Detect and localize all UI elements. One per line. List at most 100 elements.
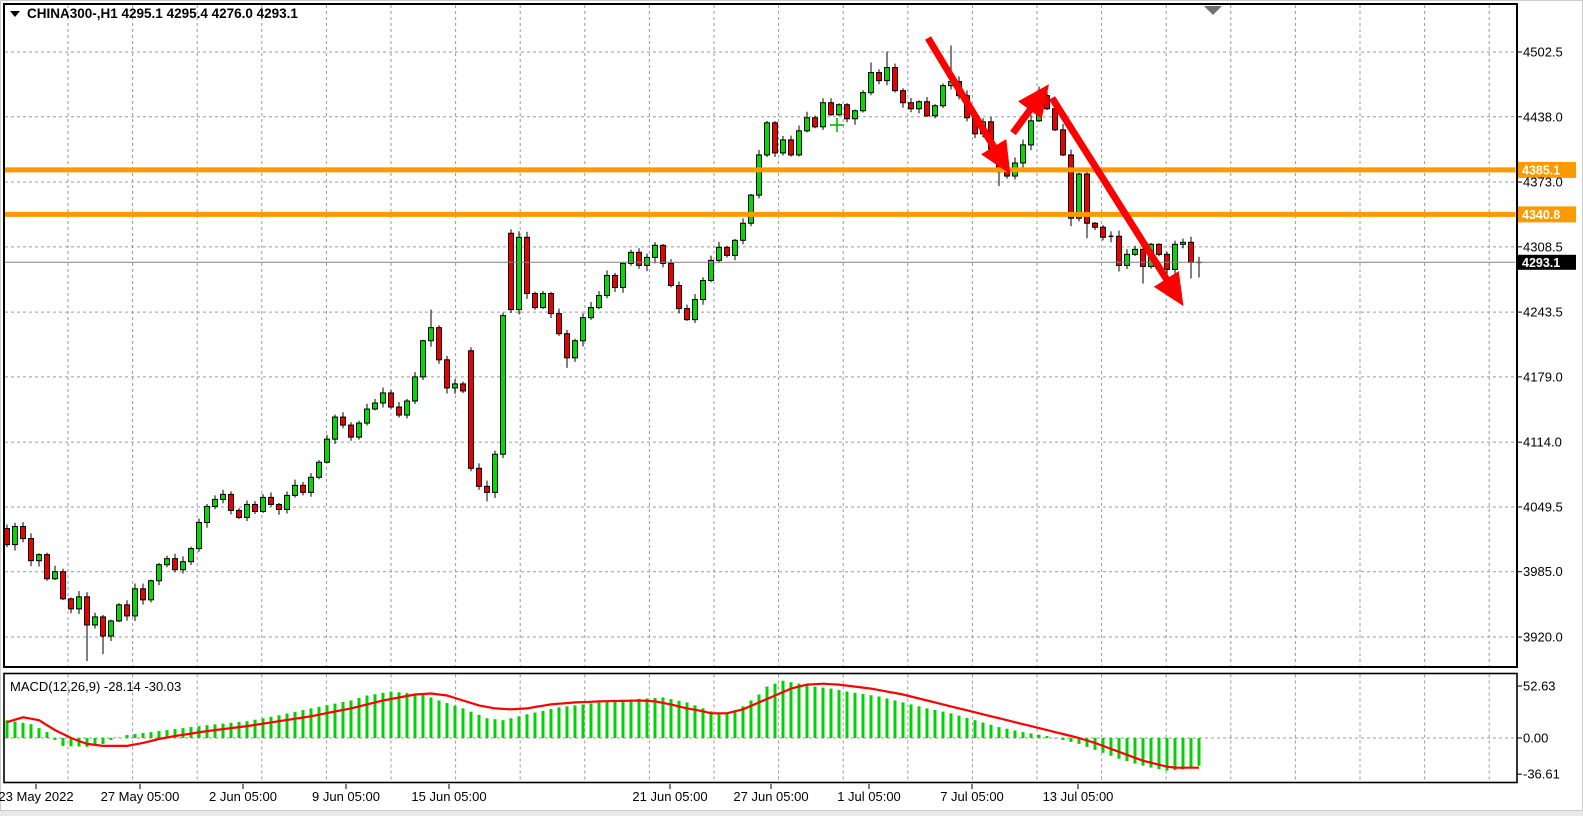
macd-histogram-bar — [373, 694, 377, 738]
macd-histogram-bar — [533, 712, 537, 738]
level-price-tag-text: 4340.8 — [1522, 208, 1560, 222]
macd-histogram-bar — [341, 702, 345, 738]
time-axis-label: 23 May 2022 — [0, 789, 74, 804]
bear-candle — [1100, 226, 1106, 238]
bull-candle — [1124, 253, 1130, 266]
bear-candle — [892, 67, 898, 92]
macd-histogram-bar — [525, 714, 529, 738]
bear-candle — [468, 350, 474, 469]
bull-candle — [180, 561, 186, 571]
macd-histogram-bar — [1013, 730, 1017, 738]
macd-histogram-bar — [565, 706, 569, 738]
bull-candle — [220, 493, 226, 500]
macd-signal-line — [6, 682, 1199, 769]
macd-histogram-bar — [437, 700, 441, 738]
bear-candle — [4, 528, 10, 546]
macd-histogram-bar — [469, 711, 473, 738]
horizontal-level-lines[interactable]: 4385.1 4340.8 — [5, 161, 1576, 223]
macd-histogram-bar — [677, 700, 681, 738]
bull-candle — [932, 105, 938, 117]
bear-candle — [1084, 173, 1090, 224]
level-price-tag — [1518, 161, 1576, 178]
bull-candle — [644, 256, 650, 266]
macd-histogram-bar — [909, 704, 913, 738]
macd-histogram-bar — [829, 688, 833, 738]
bull-candle — [404, 400, 410, 416]
macd-histogram-bar — [813, 686, 817, 738]
trend-arrow[interactable] — [1049, 96, 1184, 307]
bull-candle — [92, 616, 98, 626]
bull-candle — [860, 92, 866, 112]
bear-candle — [548, 293, 554, 315]
bull-candle — [492, 453, 498, 493]
macd-histogram-bar — [53, 738, 57, 740]
trend-arrow-annotations[interactable] — [925, 36, 1184, 307]
macd-histogram-bar — [685, 702, 689, 738]
macd-axis-label: 52.63 — [1523, 679, 1556, 694]
bull-candle — [212, 498, 218, 507]
macd-histogram-bar — [253, 719, 257, 738]
bear-candle — [236, 509, 242, 518]
bid-price-tag — [1518, 254, 1576, 270]
macd-histogram-bar — [1173, 738, 1177, 771]
bull-candle — [1132, 248, 1138, 255]
macd-histogram-bar — [557, 707, 561, 738]
bull-candle — [780, 139, 786, 154]
macd-histogram-bar — [125, 735, 129, 738]
level-price-tag-text: 4385.1 — [1522, 163, 1560, 177]
bear-candle — [444, 359, 450, 389]
bull-candle — [796, 130, 802, 156]
macd-histogram-bar — [477, 714, 481, 738]
macd-histogram-bar — [1197, 738, 1201, 766]
macd-histogram-bar — [261, 718, 265, 738]
macd-histogram-bar — [885, 698, 889, 738]
macd-histogram-bar — [893, 700, 897, 738]
bear-candle — [68, 598, 74, 610]
time-axis-label: 21 Jun 05:00 — [632, 789, 707, 804]
chart-shift-marker-icon[interactable] — [1204, 6, 1222, 15]
bull-candle — [76, 596, 82, 610]
macd-histogram-bar — [541, 710, 545, 738]
macd-histogram-bar — [605, 701, 609, 738]
macd-histogram-bar — [1005, 728, 1009, 738]
macd-histogram-bar — [277, 715, 281, 738]
time-axis-label: 13 Jul 05:00 — [1043, 789, 1114, 804]
macd-histogram-bar — [573, 705, 577, 738]
macd-histogram-bar — [429, 697, 433, 738]
symbol-dropdown-icon[interactable] — [10, 11, 20, 17]
macd-histogram-bar — [589, 703, 593, 738]
chart-title-ohlc: CHINA300-,H1 4295.1 4295.4 4276.0 4293.1 — [27, 6, 298, 21]
main-chart-panel[interactable] — [3, 3, 1518, 668]
macd-histogram-bar — [997, 727, 1001, 738]
bull-candle — [604, 274, 610, 297]
bear-candle — [84, 596, 90, 626]
macd-axis-label: 0.00 — [1523, 731, 1548, 746]
macd-histogram-bar — [933, 710, 937, 738]
macd-histogram-bar — [5, 720, 9, 738]
trend-arrow[interactable] — [1010, 84, 1049, 136]
bull-candle — [652, 244, 658, 258]
time-axis-label: 27 May 05:00 — [101, 789, 180, 804]
macd-histogram-bar — [421, 694, 425, 738]
macd-histogram-bar — [245, 721, 249, 738]
macd-histogram-bar — [989, 724, 993, 738]
macd-histogram-bar — [301, 710, 305, 738]
macd-histogram-bar — [1125, 738, 1129, 762]
bull-candle — [500, 315, 506, 455]
macd-histogram-bar — [413, 693, 417, 738]
macd-histogram-bar — [693, 705, 697, 738]
macd-histogram-bar — [653, 697, 657, 738]
macd-histogram-bar — [397, 692, 401, 738]
macd-histogram-bar — [141, 733, 145, 738]
macd-histogram-bar — [797, 683, 801, 738]
bull-candle — [692, 299, 698, 321]
bear-candle — [676, 284, 682, 310]
macd-histogram-bar — [1029, 733, 1033, 738]
bull-candle — [244, 503, 250, 518]
bull-candle — [804, 117, 810, 132]
trend-arrow[interactable] — [925, 36, 1011, 175]
bear-candle — [60, 571, 66, 600]
macd-histogram-bar — [581, 704, 585, 738]
macd-histogram-bar — [749, 700, 753, 738]
